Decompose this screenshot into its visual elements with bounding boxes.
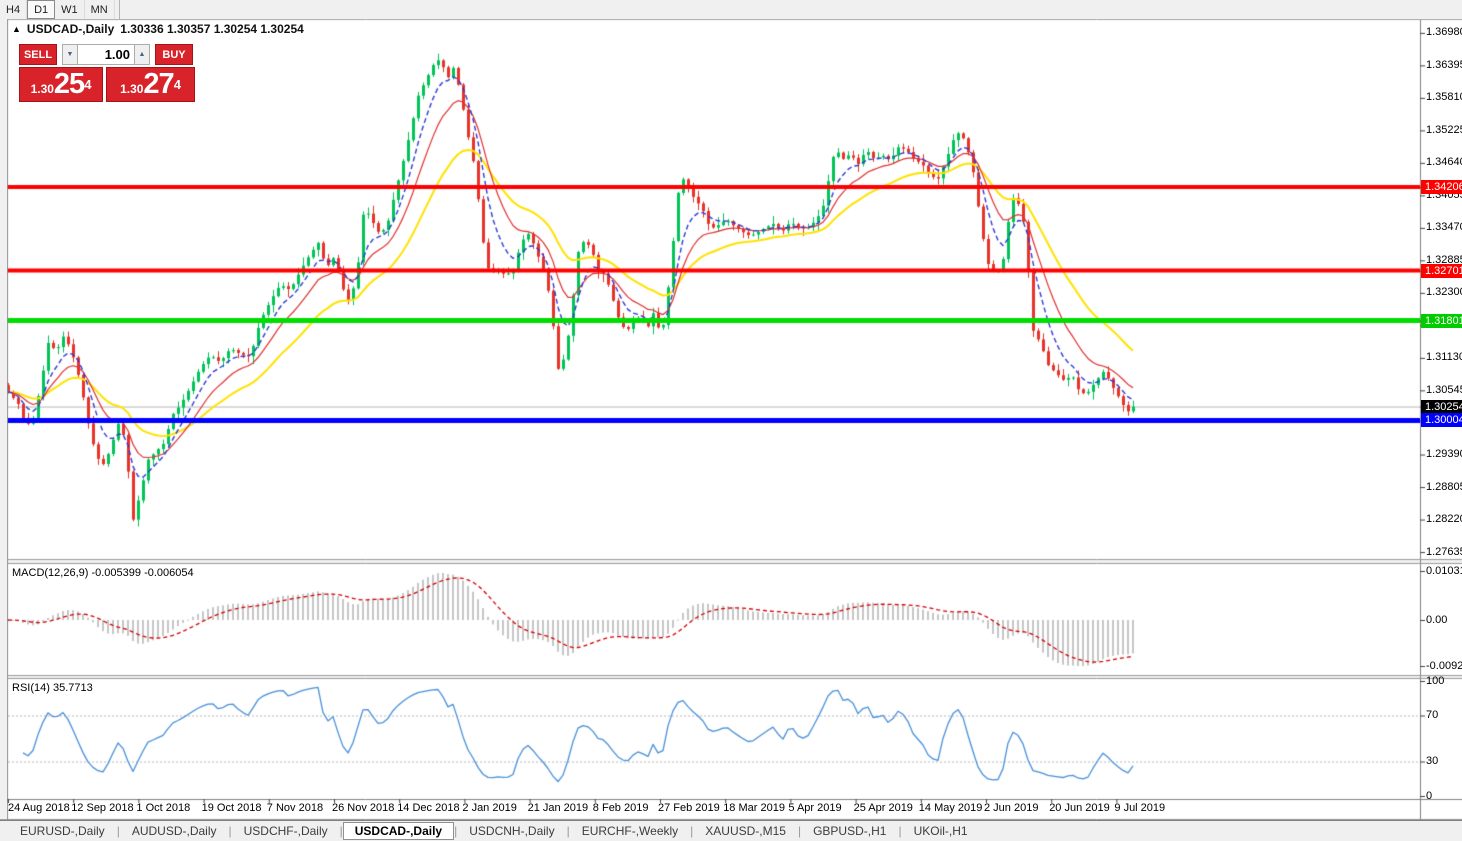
date-axis-label: 27 Feb 2019: [658, 802, 720, 814]
date-axis-label: 25 Apr 2019: [853, 802, 913, 814]
timeframe-button-w1[interactable]: W1: [55, 0, 85, 19]
date-axis-label: 19 Oct 2018: [201, 802, 262, 814]
date-axis-label: 2 Jun 2019: [984, 802, 1039, 814]
chart-quote-ohlc: 1.30336 1.30357 1.30254 1.30254: [120, 22, 304, 36]
sell-price-pip: 4: [84, 77, 92, 92]
rsi-axis-label: 0: [1426, 789, 1433, 802]
buy-price-pip: 4: [173, 77, 181, 92]
macd-axis-label: 0.00: [1426, 613, 1448, 626]
rsi-indicator-label: RSI(14) 35.7713: [12, 682, 93, 694]
buy-price-box[interactable]: 1.30 27 4: [106, 67, 195, 102]
trade-panel-controls: SELL ▼ ▲ BUY: [19, 44, 195, 65]
sell-button[interactable]: SELL: [19, 44, 57, 65]
price-axis-label: 1.36395: [1426, 58, 1462, 71]
price-axis-label: 1.35225: [1426, 123, 1462, 136]
price-axis-label: 1.27635: [1426, 545, 1462, 558]
date-axis-label: 20 Jun 2019: [1049, 802, 1110, 814]
timeframe-button-h4[interactable]: H4: [0, 0, 28, 19]
date-axis-label: 9 Jul 2019: [1114, 802, 1166, 814]
date-axis-label: 2 Jan 2019: [462, 802, 517, 814]
date-axis-label: 5 Apr 2019: [788, 802, 842, 814]
chart-tab-usdcnh[interactable]: USDCNH-,Daily: [469, 824, 555, 838]
volume-input[interactable]: [78, 44, 134, 65]
chart-tab-usdcad[interactable]: USDCAD-,Daily: [342, 822, 455, 840]
timeframe-buttons: H4 D1 W1 MN: [0, 0, 115, 19]
price-axis-label: 1.32300: [1426, 286, 1462, 299]
price-axis-label: 1.31130: [1426, 351, 1462, 364]
chart-tab-eurchf[interactable]: EURCHF-,Weekly: [581, 824, 679, 838]
tab-separator: |: [797, 824, 802, 838]
volume-increase-button[interactable]: ▲: [134, 44, 150, 65]
timeframe-button-mn[interactable]: MN: [85, 0, 115, 19]
date-axis-label: 12 Sep 2018: [71, 802, 134, 814]
trade-panel-prices: 1.30 25 4 1.30 27 4: [19, 67, 195, 102]
chart-symbol-title: USDCAD-,Daily: [26, 22, 115, 36]
chart-tab-ukoil[interactable]: UKOil-,H1: [913, 824, 968, 838]
price-axis-tag: 1.30254: [1421, 399, 1462, 414]
toolbar-separator: [118, 0, 120, 19]
tab-separator: |: [566, 824, 570, 838]
price-axis-tag: 1.34206: [1421, 180, 1462, 194]
chevron-up-icon: ▲: [138, 51, 146, 58]
date-axis-label: 21 Jan 2019: [527, 802, 589, 814]
chart-tab-usdchf[interactable]: USDCHF-,Daily: [243, 824, 328, 838]
price-axis-tag: 1.32701: [1421, 263, 1462, 278]
tab-separator: |: [339, 824, 343, 838]
price-axis: 1.36980 1.36395 1.35810 1.35225 1.34640 1.340…: [1421, 19, 1462, 819]
price-axis-label: 1.32885: [1426, 253, 1462, 266]
tab-separator: |: [690, 824, 694, 838]
rsi-axis-label: 70: [1426, 709, 1439, 721]
chart-tab-gbpusd[interactable]: GBPUSD-,H1: [813, 824, 887, 838]
date-axis-label: 14 Dec 2018: [397, 802, 460, 814]
sell-price-prefix: 1.30: [30, 82, 54, 96]
date-axis-label: 26 Nov 2018: [332, 802, 395, 814]
price-axis-label: 1.36980: [1426, 26, 1462, 39]
sell-price-box[interactable]: 1.30 25 4: [19, 67, 103, 102]
window-left-margin: [0, 19, 7, 819]
collapse-panel-icon[interactable]: ▲: [12, 24, 21, 34]
macd-indicator-label: MACD(12,26,9) -0.005399 -0.006054: [12, 567, 194, 579]
price-axis-label: 1.34640: [1426, 156, 1462, 169]
tab-separator: |: [116, 824, 120, 838]
chart-tab-xauusd[interactable]: XAUUSD-,M15: [705, 824, 786, 838]
rsi-axis-label: 30: [1426, 755, 1439, 767]
sell-price-big: 25: [53, 68, 85, 100]
macd-axis-label: 0.010311: [1426, 564, 1462, 577]
price-axis-label: 1.30545: [1426, 383, 1462, 396]
macd-axis-label: -0.00920: [1426, 659, 1462, 672]
volume-control: ▼ ▲: [62, 44, 150, 65]
price-axis-label: 1.28220: [1426, 513, 1462, 526]
date-axis-label: 7 Nov 2018: [266, 802, 324, 814]
buy-price-big: 27: [143, 68, 174, 100]
chart-tabs-bar: EURUSD-,Daily | AUDUSD-,Daily | USDCHF-,Dail…: [0, 820, 1462, 841]
chart-title-line: ▲ USDCAD-,Daily 1.30336 1.30357 1.30254 …: [12, 22, 304, 36]
tab-separator: |: [898, 824, 902, 838]
rsi-axis-label: 100: [1426, 674, 1445, 687]
date-axis-label: 24 Aug 2018: [8, 802, 70, 814]
chart-tab-audusd[interactable]: AUDUSD-,Daily: [131, 824, 217, 838]
price-axis-label: 1.33470: [1426, 221, 1462, 234]
date-axis-label: 1 Oct 2018: [136, 802, 191, 814]
date-axis-label: 8 Feb 2019: [592, 802, 649, 814]
volume-decrease-button[interactable]: ▼: [62, 44, 78, 65]
tab-separator: |: [228, 824, 232, 838]
price-axis-tag: 1.30004: [1421, 413, 1462, 428]
date-axis-label: 14 May 2019: [918, 802, 983, 814]
date-axis-label: 18 Mar 2019: [723, 802, 785, 814]
chevron-down-icon: ▼: [66, 51, 74, 58]
timeframe-button-d1[interactable]: D1: [27, 0, 56, 19]
chart-tab-eurusd[interactable]: EURUSD-,Daily: [20, 824, 105, 838]
tab-separator: |: [454, 824, 458, 838]
price-axis-tag: 1.31801: [1421, 313, 1462, 328]
price-axis-label: 1.29390: [1426, 448, 1462, 461]
timeframe-toolbar: H4 D1 W1 MN: [0, 0, 1462, 19]
price-axis-label: 1.28805: [1426, 480, 1462, 493]
buy-price-prefix: 1.30: [120, 82, 144, 96]
price-axis-label: 1.35810: [1426, 91, 1462, 104]
buy-button[interactable]: BUY: [155, 44, 193, 65]
